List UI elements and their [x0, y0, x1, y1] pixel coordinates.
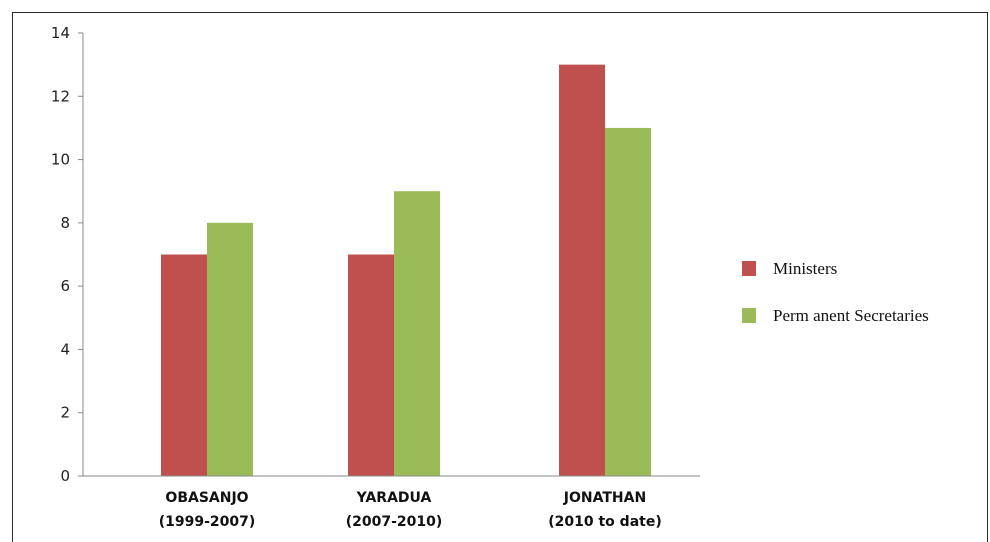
y-tick-label: 10 [51, 151, 70, 169]
bar-perm-anent-secretaries-1 [394, 191, 440, 476]
legend-swatch [742, 308, 756, 323]
x-axis: OBASANJO (1999-2007) YARADUA (2007-2010) JON… [83, 475, 700, 530]
legend-label: Perm anent Secretaries [773, 306, 929, 325]
x-category-label: (2010 to date) [548, 514, 661, 530]
y-tick-label: 0 [60, 467, 70, 485]
y-axis: 0 2 4 6 8 10 12 14 [51, 24, 84, 485]
legend-swatch [742, 261, 756, 276]
y-tick-label: 14 [51, 24, 70, 42]
x-category-label: JONATHAN [563, 490, 646, 506]
bar-ministers-0 [161, 254, 207, 476]
x-category-label: YARADUA [356, 490, 432, 506]
bars [161, 64, 651, 477]
y-tick-label: 8 [60, 214, 70, 232]
bar-perm-anent-secretaries-2 [605, 127, 651, 476]
y-tick-label: 4 [60, 340, 70, 358]
x-category-label: OBASANJO [165, 490, 248, 506]
legend: Ministers Perm anent Secretaries [742, 259, 929, 325]
x-category-label: (1999-2007) [159, 514, 256, 530]
x-category-label: (2007-2010) [346, 514, 443, 530]
legend-label: Ministers [773, 259, 837, 278]
chart-frame [12, 12, 988, 542]
y-tick-label: 12 [51, 87, 70, 105]
y-tick-label: 2 [60, 404, 70, 422]
bar-ministers-2 [559, 64, 605, 477]
bar-perm-anent-secretaries-0 [207, 222, 253, 476]
y-tick-label: 6 [60, 277, 70, 295]
bar-ministers-1 [348, 254, 394, 476]
